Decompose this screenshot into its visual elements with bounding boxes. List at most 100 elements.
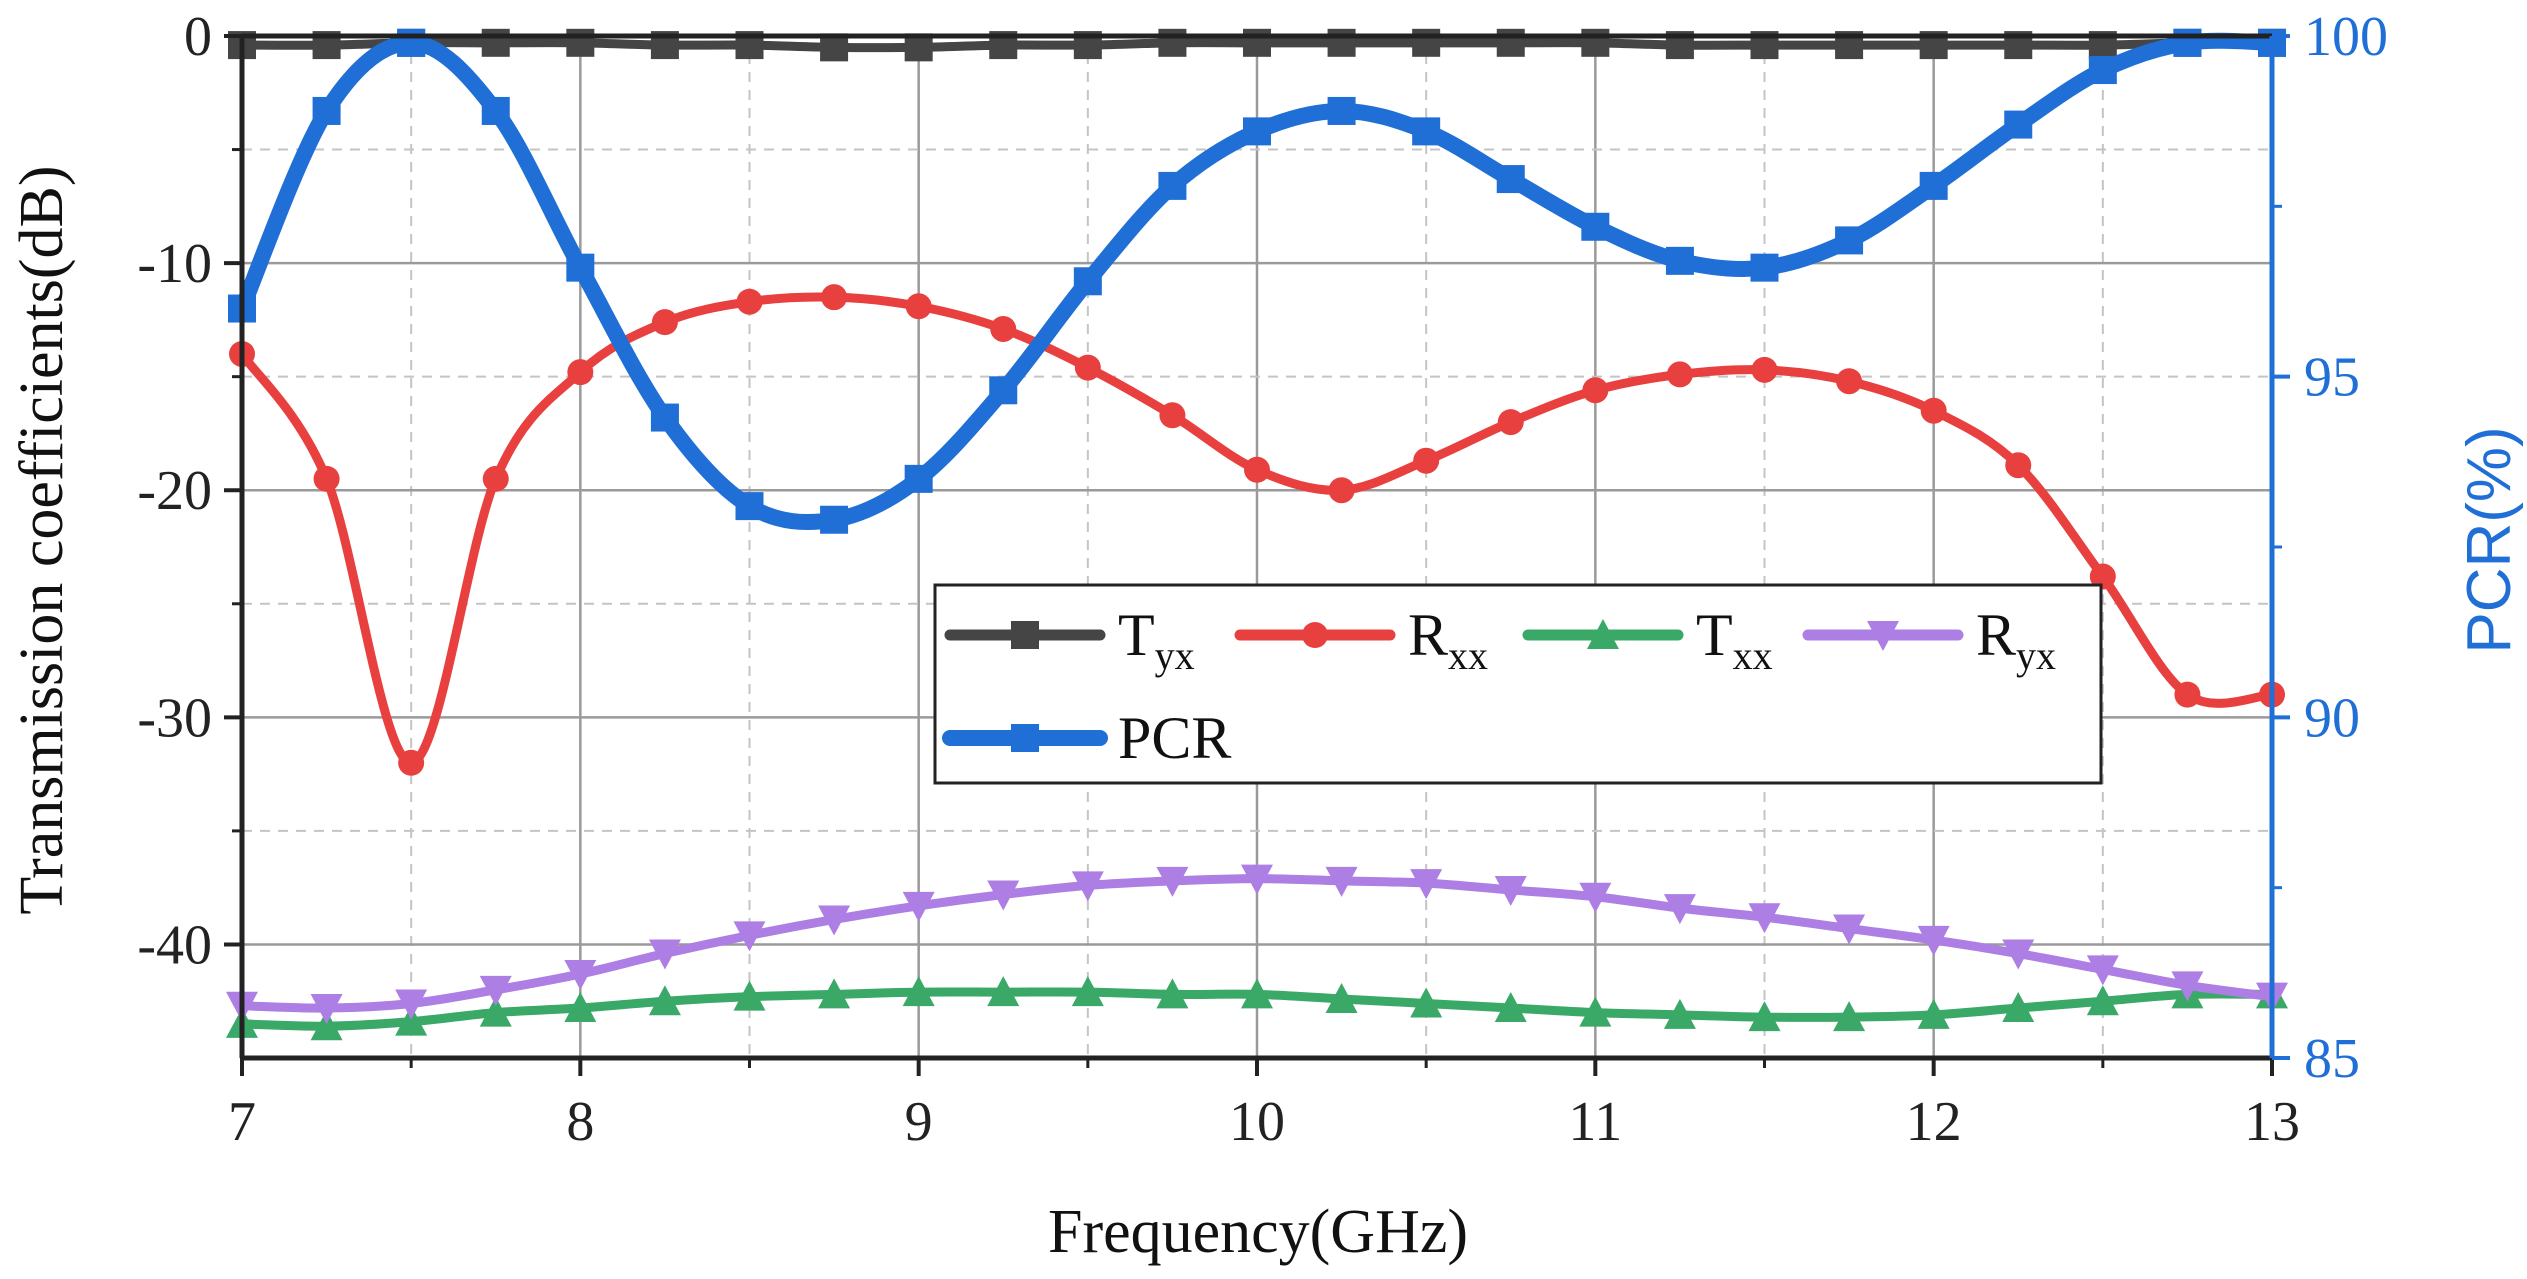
data-point-r-xx (1582, 377, 1609, 404)
data-point-t-xx (1748, 1001, 1781, 1032)
data-point-r-yx (1325, 866, 1358, 897)
data-point-t-xx (818, 978, 851, 1009)
data-point-pcr (2004, 110, 2033, 139)
data-point-pcr (2088, 56, 2117, 85)
data-point-r-yx (1663, 894, 1696, 925)
data-point-t-yx (566, 28, 595, 57)
data-point-pcr (566, 253, 595, 282)
data-point-pcr (312, 96, 341, 125)
data-point-r-xx (1328, 477, 1355, 504)
legend-swatch-marker (1587, 619, 1619, 649)
data-point-r-xx (905, 293, 932, 320)
data-point-pcr (820, 505, 849, 534)
data-point-pcr (397, 28, 426, 57)
y-tick-label-left: -40 (137, 914, 212, 976)
data-point-r-yx (395, 989, 428, 1020)
data-point-r-yx (648, 939, 681, 970)
data-point-r-xx (398, 749, 425, 776)
legend-label: Txx (1696, 602, 1773, 678)
legend-label: Rxx (1408, 602, 1488, 678)
data-point-r-xx (1497, 409, 1524, 436)
legend-item-t-yx: Tyx (944, 602, 1195, 678)
legend-swatch-marker (1302, 622, 1328, 648)
data-point-t-xx (1325, 982, 1358, 1013)
legend-swatch-marker (1011, 621, 1039, 649)
data-point-r-yx (1410, 869, 1443, 900)
data-point-pcr (2173, 28, 2202, 57)
legend-box (933, 583, 2103, 785)
data-point-t-xx (2002, 992, 2035, 1023)
legend-label: PCR (1118, 705, 1231, 771)
data-point-t-xx (1410, 987, 1443, 1018)
data-point-r-xx (2174, 681, 2201, 708)
data-point-r-xx (990, 315, 1017, 342)
data-point-r-yx (1156, 866, 1189, 897)
data-point-t-xx (1663, 998, 1696, 1029)
data-point-r-yx (733, 921, 766, 952)
data-point-pcr (1496, 165, 1525, 194)
data-point-pcr (1327, 96, 1356, 125)
data-point-t-xx (1071, 976, 1104, 1007)
legend-item-t-xx: Txx (1522, 602, 1773, 678)
data-point-t-yx (1158, 28, 1187, 57)
x-tick-label: 9 (905, 1091, 933, 1153)
data-point-r-xx (1751, 356, 1778, 383)
data-point-r-yx (1833, 914, 1866, 945)
data-point-r-yx (902, 891, 935, 922)
y-tick-label-left: -20 (137, 460, 212, 522)
y-tick-label-right: 90 (2304, 687, 2360, 749)
data-point-r-yx (818, 905, 851, 936)
tick-labels: 7 8 9 10 11 12 13 0 -10 -20 -30 -40 100 95 90 85 (137, 6, 2388, 1153)
legend-label: Ryx (1976, 602, 2056, 678)
data-point-t-xx (1579, 996, 1612, 1027)
y-tick-label-left: -10 (137, 233, 212, 295)
x-tick-label: 12 (1906, 1091, 1962, 1153)
data-point-t-yx (1243, 28, 1271, 57)
data-point-r-xx (1074, 354, 1101, 381)
data-point-pcr (1835, 226, 1864, 255)
data-point-pcr (650, 403, 679, 432)
series-pcr (228, 28, 2286, 534)
data-point-pcr (1919, 171, 1948, 200)
data-point-t-xx (1494, 992, 1527, 1023)
y-axis-title-right: PCR(%) (2455, 426, 2524, 653)
data-point-r-xx (567, 359, 594, 386)
legend-item-r-yx: Ryx (1802, 602, 2056, 678)
y-tick-label-left: 0 (184, 6, 212, 68)
data-point-pcr (1158, 171, 1187, 200)
data-point-r-xx (821, 284, 848, 311)
data-point-r-yx (987, 880, 1020, 911)
data-point-pcr (1073, 267, 1102, 296)
data-point-r-xx (1920, 397, 1947, 424)
legend-item-pcr: PCR (942, 705, 1231, 771)
data-point-r-xx (2005, 452, 2032, 479)
data-point-t-yx (1327, 28, 1356, 57)
data-point-t-xx (2086, 985, 2119, 1016)
data-point-t-xx (1833, 1001, 1866, 1032)
axes (224, 33, 2290, 1076)
legend-item-r-xx: Rxx (1234, 602, 1488, 678)
x-tick-label: 7 (228, 1091, 256, 1153)
data-point-r-yx (1579, 882, 1612, 913)
x-tick-label: 13 (2244, 1091, 2300, 1153)
data-point-t-yx (1412, 28, 1441, 57)
data-point-t-xx (987, 976, 1020, 1007)
data-point-t-xx (902, 976, 935, 1007)
data-point-t-xx (733, 980, 766, 1011)
data-point-t-xx (310, 1010, 343, 1041)
data-point-r-yx (1917, 925, 1950, 956)
x-tick-label: 10 (1229, 1091, 1285, 1153)
data-point-t-xx (1156, 978, 1189, 1009)
data-point-t-xx (1917, 998, 1950, 1029)
data-point-pcr (481, 96, 510, 125)
series-r-xx (229, 284, 2285, 776)
data-point-t-xx (479, 996, 512, 1027)
data-point-r-xx (736, 288, 763, 315)
legend-swatch-marker (1867, 621, 1899, 651)
data-point-pcr (1243, 117, 1271, 146)
x-axis-title: Frequency(GHz) (1048, 1198, 1468, 1266)
y-tick-label-right: 85 (2304, 1028, 2360, 1090)
data-point-pcr (1665, 246, 1694, 275)
legend: Tyx Rxx Txx Ryx PCR (933, 583, 2103, 785)
